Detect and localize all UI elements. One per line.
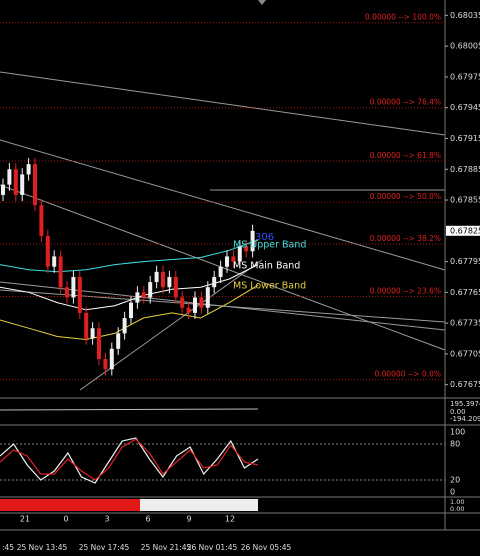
band-label: MS Main Band xyxy=(233,261,300,272)
candle-body xyxy=(250,230,255,252)
current-price-label: 0.67825 xyxy=(450,226,480,235)
candle-body xyxy=(199,297,204,308)
candle-body xyxy=(1,184,5,195)
fib-label: 0.00000 --> 0.0% xyxy=(374,370,441,379)
candle-body xyxy=(45,235,50,267)
fib-label: 0.00000 --> 50.0% xyxy=(370,192,441,201)
candle-body xyxy=(161,271,165,288)
candle-body xyxy=(97,328,101,360)
candle-body xyxy=(103,359,108,370)
date-label: 26 Nov 05:45 xyxy=(241,543,292,552)
price-label: 0.67765 xyxy=(450,288,480,297)
candle-body xyxy=(154,271,159,283)
candle-body xyxy=(237,246,242,262)
candle-body xyxy=(116,333,121,349)
date-label: 25 Nov 13:45 xyxy=(17,543,68,552)
candle-body xyxy=(205,287,210,308)
band-label: MS Lower Band xyxy=(233,281,306,292)
stoch-tick-label: 20 xyxy=(450,476,460,485)
fib-label: 0.00000 --> 23.6% xyxy=(370,286,441,295)
indicator1-line xyxy=(0,408,259,411)
candle-body xyxy=(193,297,197,313)
candle-body xyxy=(58,256,63,288)
candle-body xyxy=(13,169,18,195)
stoch-tick-label: 100 xyxy=(450,428,465,437)
candle-body xyxy=(122,317,127,334)
candle-body xyxy=(180,297,185,308)
price-label: 0.67795 xyxy=(450,257,480,266)
band-line xyxy=(0,239,259,273)
hour-label: 3 xyxy=(104,515,109,524)
candle-body xyxy=(218,266,223,277)
candle-body xyxy=(39,205,44,236)
date-label: :45 xyxy=(2,543,14,552)
candle-body xyxy=(7,169,12,185)
current-price-box xyxy=(446,225,480,236)
band-label: MS Upper Band xyxy=(233,240,306,251)
fib-label: 0.00000 --> 100.0% xyxy=(365,13,441,22)
hour-label: 6 xyxy=(145,515,150,524)
date-label: 25 Nov 21:45 xyxy=(141,543,192,552)
fib-label: 0.00000 --> 76.4% xyxy=(370,98,441,107)
price-label: 0.67735 xyxy=(450,319,480,328)
stoch-line xyxy=(0,437,259,484)
candle-body xyxy=(225,256,229,267)
indicator3-label: 0.00 xyxy=(450,505,464,513)
price-label: 0.67675 xyxy=(450,380,480,389)
candle-body xyxy=(148,282,153,298)
candle-body xyxy=(90,328,95,339)
price-label: 0.67705 xyxy=(450,349,480,358)
price-label: 0.67885 xyxy=(450,165,480,174)
stoch-line xyxy=(0,438,259,481)
price-label: 0.68035 xyxy=(450,11,480,20)
hour-label: 21 xyxy=(20,515,30,524)
fib-label: 0.00000 --> 61.8% xyxy=(370,151,441,160)
candle-body xyxy=(173,276,178,298)
candle-body xyxy=(109,348,114,370)
indicator3-bars xyxy=(0,499,140,511)
candle-body xyxy=(65,287,69,298)
price-label: 0.67975 xyxy=(450,72,480,81)
stoch-tick-label: 0 xyxy=(450,488,455,497)
price-label: 0.67915 xyxy=(450,134,480,143)
indicator1-label: 195.3974 xyxy=(450,400,480,408)
indicator3-bars xyxy=(140,499,258,511)
price-label: 0.67945 xyxy=(450,103,480,112)
date-label: 25 Nov 17:45 xyxy=(79,543,130,552)
fib-label: 0.00000 --> 38.2% xyxy=(370,234,441,243)
candle-body xyxy=(167,276,172,288)
hour-label: 0 xyxy=(63,515,68,524)
candle-body xyxy=(141,292,146,298)
candle-body xyxy=(20,174,25,195)
date-label: 26 Nov 01:45 xyxy=(187,543,238,552)
hour-label: 12 xyxy=(225,515,235,524)
candle-body xyxy=(231,256,236,262)
indicator1-label: 0.00 xyxy=(450,408,466,416)
hour-label: 9 xyxy=(186,515,191,524)
candle-body xyxy=(84,312,89,339)
price-label: 0.68005 xyxy=(450,42,480,51)
candle-body xyxy=(52,256,57,267)
candle-body xyxy=(244,246,249,252)
band-line xyxy=(0,284,259,341)
candle-body xyxy=(71,276,76,298)
price-label: 0.67855 xyxy=(450,196,480,205)
candle-body xyxy=(186,307,191,313)
candle-body xyxy=(33,164,37,206)
panel-frame xyxy=(0,0,480,531)
candle-body xyxy=(129,302,133,318)
candle-body xyxy=(212,276,217,288)
stoch-tick-label: 80 xyxy=(450,440,460,449)
indicator3-label: 1.00 xyxy=(450,498,464,506)
marker xyxy=(258,0,266,5)
counter-label: 306 xyxy=(255,232,274,243)
candle-body xyxy=(26,164,31,175)
indicator1-label: -194.209 xyxy=(450,415,480,423)
candle-body xyxy=(135,292,140,303)
candle-body xyxy=(77,276,82,313)
